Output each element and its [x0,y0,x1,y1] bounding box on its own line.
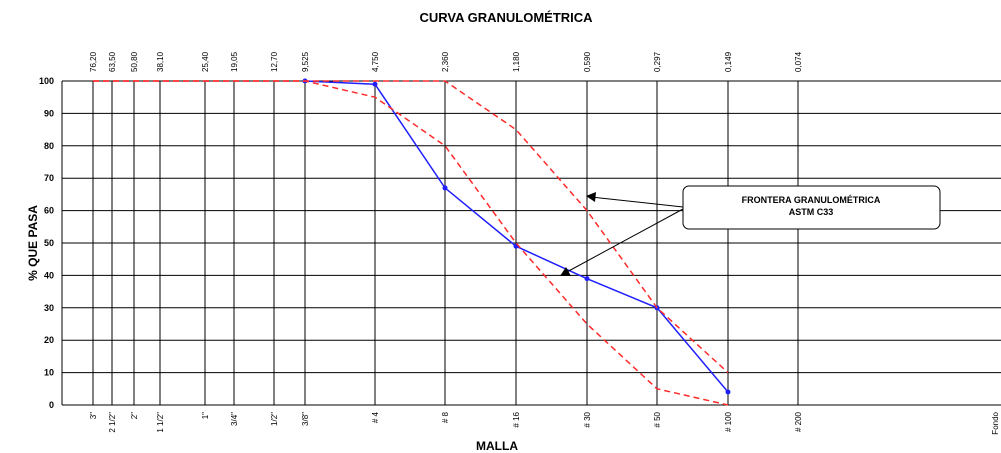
y-tick-label: 50 [44,238,54,248]
x-bottom-tick-label: # 4 [371,411,380,423]
leader-line-upper [590,196,684,208]
x-bottom-tick-label: 1 1/2" [156,412,165,433]
x-bottom-tick-label: # 8 [441,411,450,423]
annotation-line-1: FRONTERA GRANULOMÉTRICA [742,195,881,205]
chart-title: CURVA GRANULOMÉTRICA [419,10,593,25]
y-tick-label: 20 [44,335,54,345]
arrowhead-lower [560,267,571,276]
leader-line-lower [564,208,684,274]
x-top-tick-label: 0,590 [583,51,592,72]
x-bottom-tick-label: # 30 [583,411,592,427]
x-top-tick-label: 25,40 [201,51,210,72]
y-axis-title: % QUE PASA [26,205,40,281]
series-line-2 [93,80,729,374]
x-bottom-tick-label: 2 1/2" [108,412,117,433]
x-bottom-tick-label: 3/4" [230,412,239,426]
series-line-3 [93,80,729,406]
x-bottom-end-label: Fondo [991,411,1000,434]
x-top-tick-label: 38,10 [156,51,165,72]
series-group [93,78,731,406]
x-bottom-tick-label: # 50 [653,411,662,427]
x-top-tick-label: 19,05 [230,51,239,72]
y-tick-label: 90 [44,108,54,118]
x-top-tick-label: 12,70 [270,51,279,72]
y-tick-label: 40 [44,270,54,280]
annotation-box [682,185,941,230]
x-bottom-tick-label: 3" [89,412,98,419]
x-bottom-tick-label: 2" [130,412,139,419]
data-point [584,276,590,282]
data-point [372,81,378,87]
y-tick-label: 60 [44,206,54,216]
x-top-tick-label: 4,750 [371,51,380,72]
x-bottom-tick-label: # 16 [512,411,521,427]
y-tick-label: 10 [44,368,54,378]
x-top-tick-label: 2,360 [441,51,450,72]
x-top-tick-label: 50,80 [130,51,139,72]
x-axis-title: MALLA [476,439,518,453]
x-bottom-tick-label: 3/8" [301,412,310,426]
annotation-line-2: ASTM C33 [789,207,834,217]
x-bottom-tick-label: # 200 [794,411,803,432]
x-top-tick-label: 1,180 [512,51,521,72]
x-top-tick-label: 0,074 [794,51,803,72]
y-tick-label: 80 [44,141,54,151]
x-top-tick-label: 9,525 [301,51,310,72]
y-tick-label: 100 [39,76,54,86]
x-top-tick-label: 0,297 [653,51,662,72]
y-tick-label: 70 [44,173,54,183]
x-top-tick-label: 63,50 [108,51,117,72]
y-tick-label: 0 [49,400,54,410]
x-bottom-tick-label: # 100 [724,411,733,432]
grid: 0 10 20 30 40 50 60 70 80 90 100 76,20 3" 63,50 2 1/2"… [39,51,1001,435]
annotation-callout: FRONTERA GRANULOMÉTRICA ASTM C33 [560,185,941,276]
x-top-tick-label: 0,149 [724,51,733,72]
x-bottom-tick-label: 1/2" [270,412,279,426]
data-point [725,389,731,395]
data-point [442,185,448,191]
x-bottom-tick-label: 1" [201,412,210,419]
x-top-tick-label: 76,20 [89,51,98,72]
y-tick-label: 30 [44,303,54,313]
arrowhead-upper [586,192,596,202]
